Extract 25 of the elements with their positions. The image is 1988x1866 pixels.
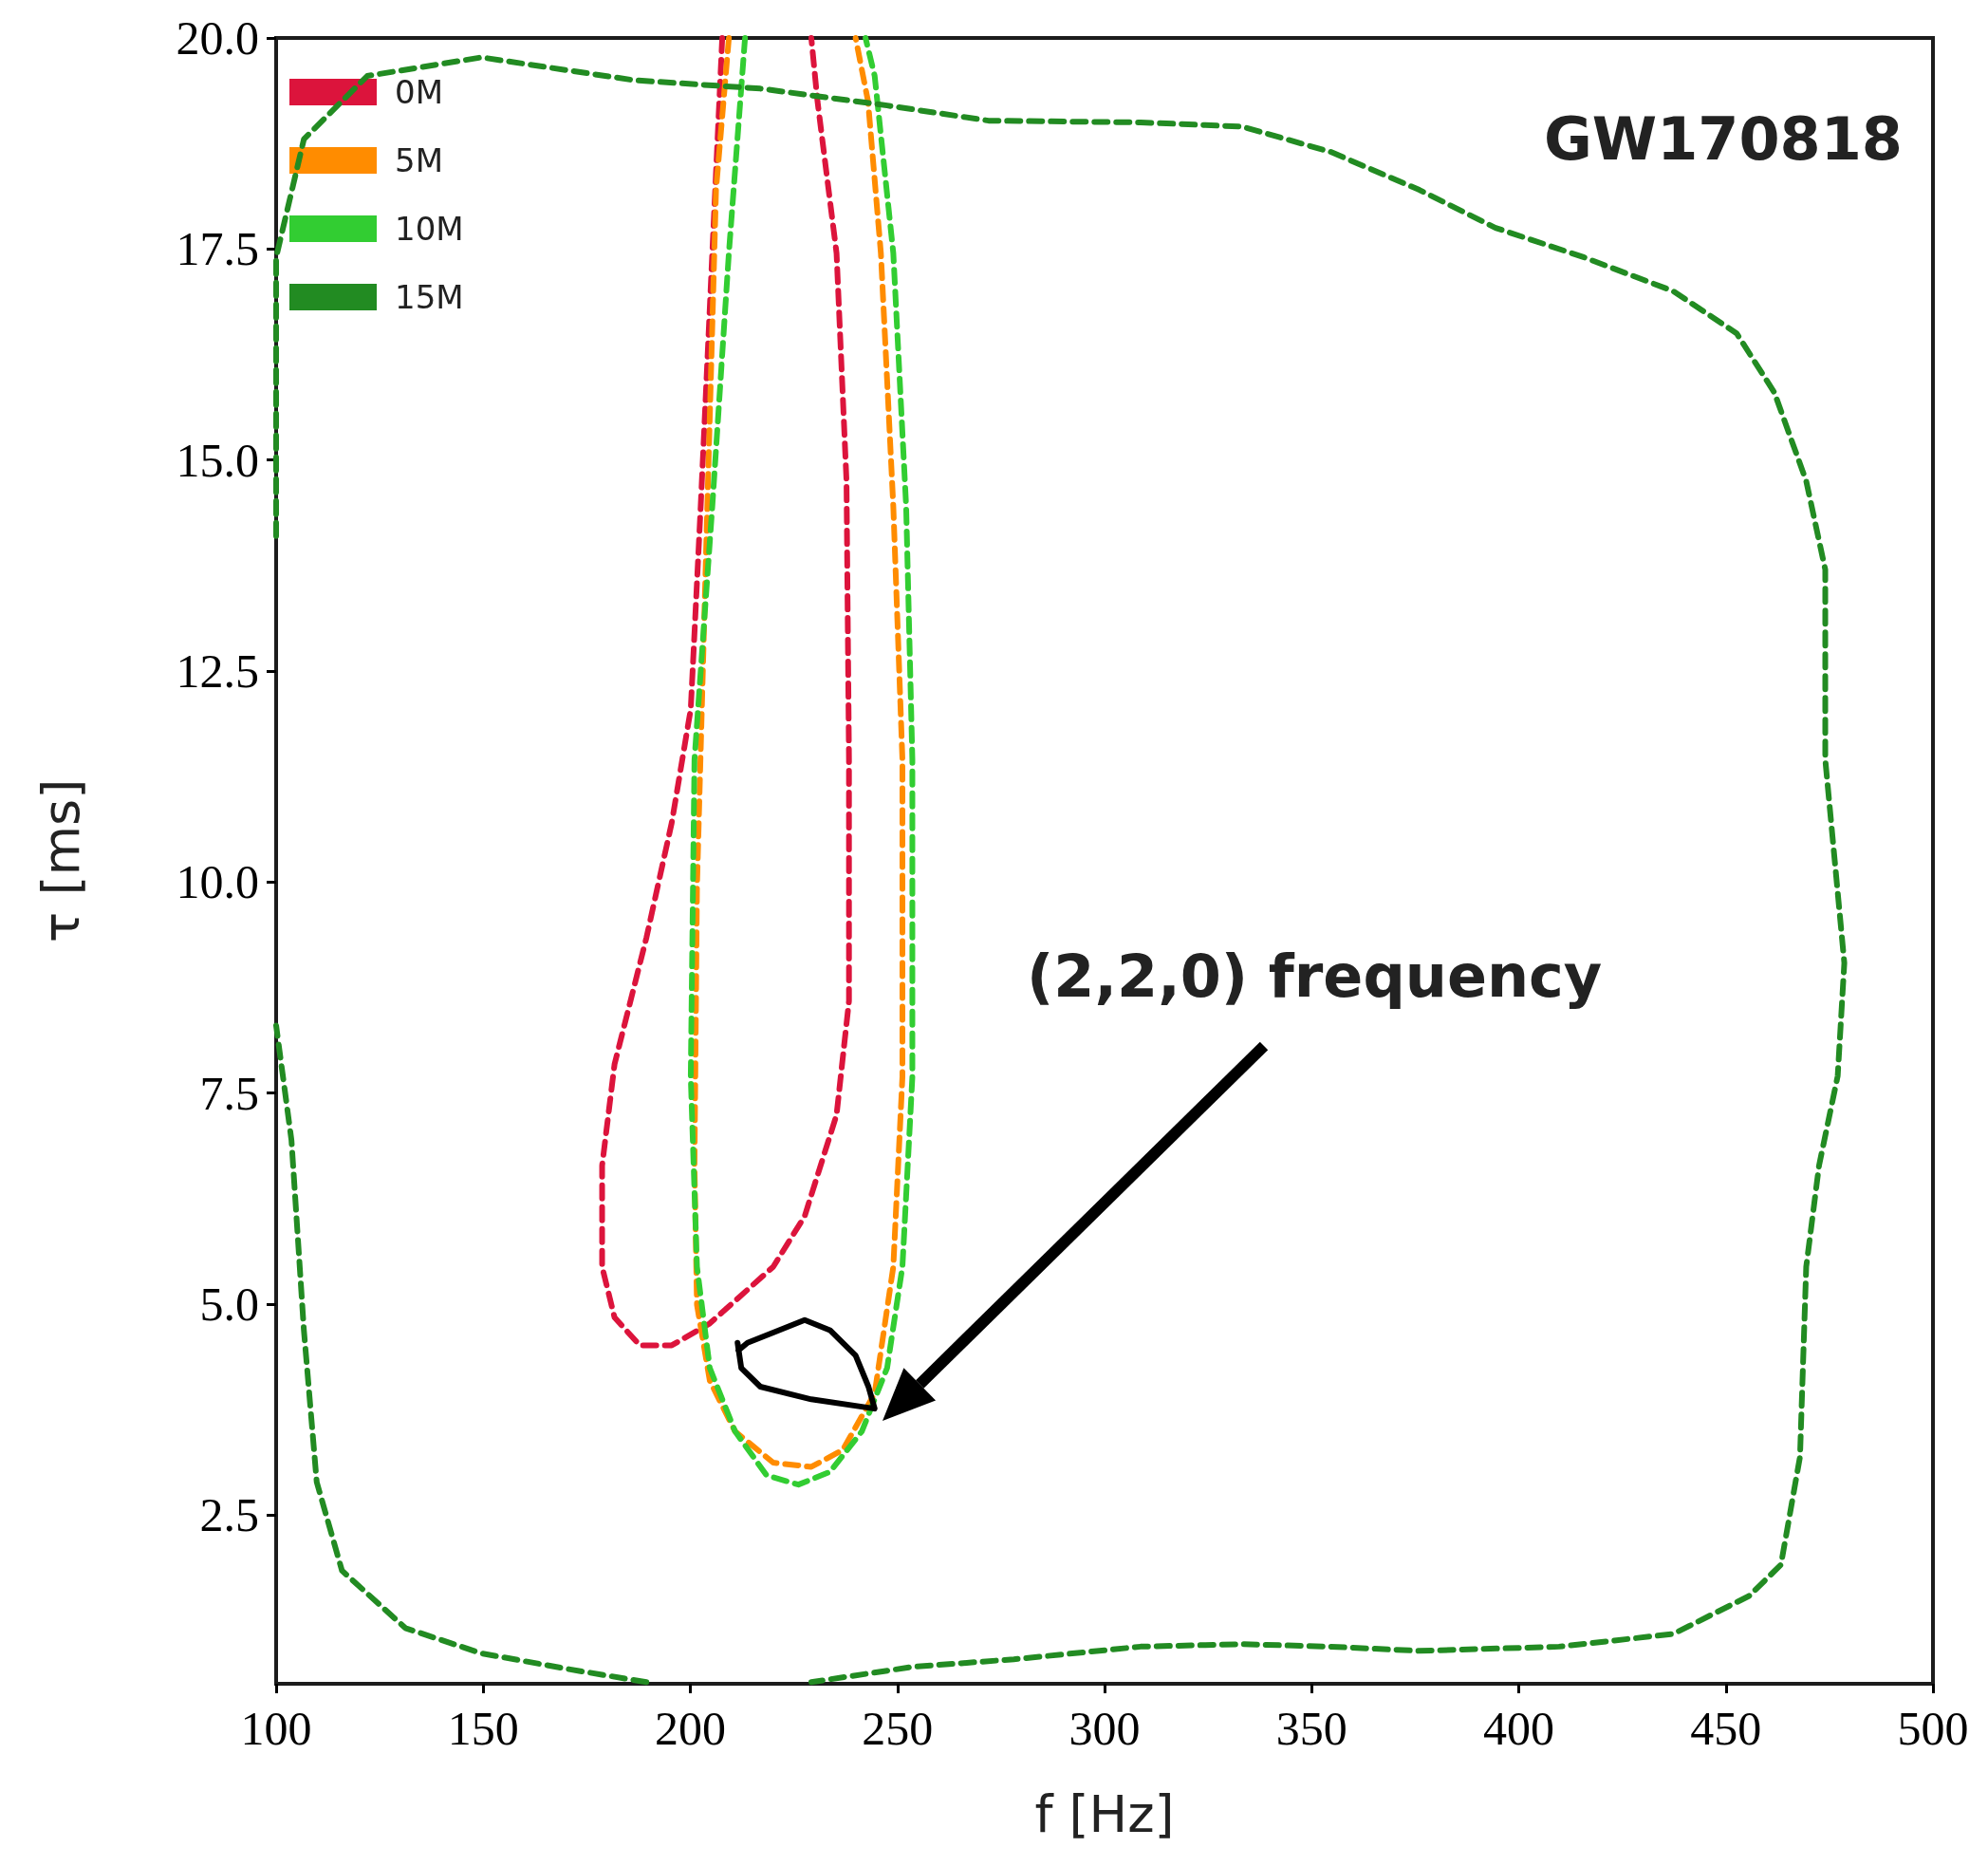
y-tick-label: 12.5 xyxy=(176,644,259,698)
x-tick-label: 400 xyxy=(1483,1702,1554,1755)
annotation: (2,2,0) frequency xyxy=(1027,942,1603,1011)
y-tick-label: 17.5 xyxy=(176,222,259,276)
x-tick-label: 450 xyxy=(1690,1702,1762,1755)
legend-label: 15M xyxy=(395,278,464,316)
legend-label: 0M xyxy=(395,73,443,111)
x-axis-title: f [Hz] xyxy=(1034,1783,1175,1844)
y-tick-label: 10.0 xyxy=(176,855,259,909)
y-axis-title: τ [ms] xyxy=(30,778,91,943)
y-tick-label: 5.0 xyxy=(199,1277,259,1331)
legend-label: 10M xyxy=(395,210,464,248)
x-tick-label: 150 xyxy=(447,1702,519,1755)
x-tick-label: 350 xyxy=(1275,1702,1347,1755)
y-tick-label: 2.5 xyxy=(199,1488,259,1542)
legend-label: 5M xyxy=(395,141,443,179)
x-tick-label: 500 xyxy=(1897,1702,1969,1755)
y-tick-label: 7.5 xyxy=(199,1066,259,1120)
x-tick-label: 250 xyxy=(862,1702,934,1755)
y-tick-label: 20.0 xyxy=(176,11,259,65)
y-tick-label: 15.0 xyxy=(176,433,259,487)
annotation: GW170818 xyxy=(1543,103,1904,174)
x-tick-label: 100 xyxy=(240,1702,312,1755)
x-tick-label: 200 xyxy=(655,1702,726,1755)
x-tick-label: 300 xyxy=(1068,1702,1141,1755)
